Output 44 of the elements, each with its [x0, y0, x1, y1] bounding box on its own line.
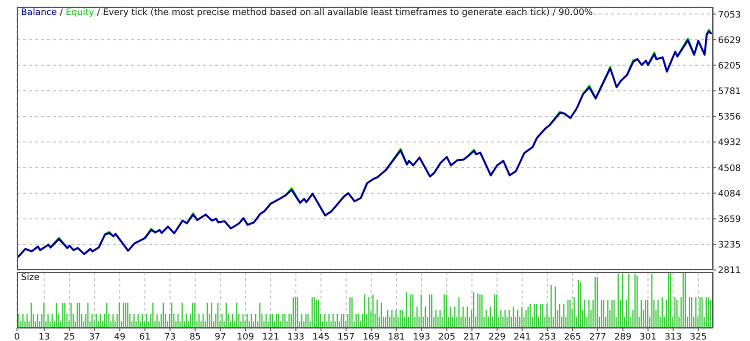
- y-tick-label: 4932: [718, 138, 741, 148]
- x-tick-label: 169: [362, 332, 380, 341]
- x-tick-label: 61: [139, 332, 151, 341]
- y-tick-label: 6629: [718, 36, 742, 46]
- y-tick-label: 5781: [718, 87, 741, 97]
- y-tick-label: 5356: [718, 112, 742, 123]
- x-tick-label: 13: [38, 332, 50, 341]
- chart-title: / Every tick (the most precise method based on all available least timeframes to generate each tick) / 90.00%: [97, 8, 593, 18]
- y-tick-label: 4508: [718, 164, 742, 174]
- text: Balance: [21, 8, 57, 18]
- x-tick-label: 277: [589, 332, 606, 341]
- x-tick-label: 37: [88, 332, 100, 341]
- y-tick-label: 2811: [718, 266, 741, 276]
- x-tick-label: 121: [262, 332, 280, 341]
- x-tick-label: 253: [538, 332, 556, 341]
- chart-title: Size: [21, 273, 40, 283]
- y-tick-label: 6205: [718, 61, 741, 72]
- x-tick-label: 289: [614, 332, 632, 341]
- x-tick-label: 109: [236, 332, 254, 341]
- annotation: /: [60, 8, 63, 18]
- x-tick-label: 73: [164, 332, 176, 341]
- x-tick-label: 229: [488, 332, 506, 341]
- x-tick-label: 133: [287, 332, 304, 341]
- x-tick-label: 205: [438, 332, 456, 341]
- x-tick-label: 49: [114, 332, 126, 341]
- x-tick-label: 157: [338, 332, 355, 341]
- y-tick-label: 3659: [718, 215, 742, 226]
- x-tick-label: 85: [189, 332, 201, 341]
- x-tick-label: 145: [312, 332, 330, 341]
- x-tick-label: 325: [690, 332, 707, 341]
- x-tick-label: 301: [639, 332, 657, 341]
- y-tick-label: 3235: [718, 240, 741, 251]
- x-tick-label: 193: [413, 332, 430, 341]
- x-tick-label: 241: [514, 332, 531, 341]
- x-tick-label: 181: [388, 332, 406, 341]
- x-tick-label: 313: [664, 332, 682, 341]
- x-tick-label: 217: [463, 332, 481, 341]
- x-tick-label: 25: [64, 332, 76, 341]
- y-tick-label: 4084: [718, 189, 742, 200]
- x-tick-label: 97: [214, 332, 226, 341]
- x-tick-label: 0: [14, 332, 20, 341]
- text: Equity: [66, 8, 94, 18]
- x-tick-label: 265: [564, 332, 582, 341]
- y-tick-label: 7053: [718, 10, 741, 20]
